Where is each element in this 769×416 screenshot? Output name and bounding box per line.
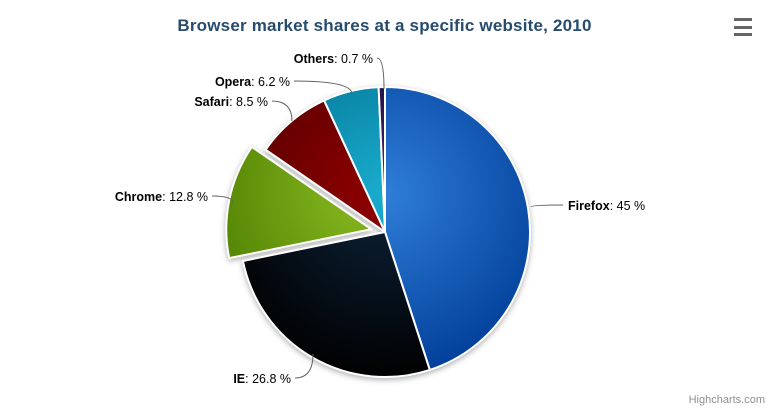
label-connector-ie <box>294 353 314 379</box>
label-connector-opera <box>293 80 353 95</box>
slice-label-firefox: Firefox: 45 % <box>568 199 645 213</box>
label-connector-others <box>376 57 385 90</box>
hamburger-icon <box>734 33 752 36</box>
slice-label-others: Others: 0.7 % <box>294 52 373 66</box>
label-connector-chrome <box>211 195 234 204</box>
label-connector-firefox <box>530 204 564 208</box>
hamburger-icon <box>734 25 752 29</box>
pie-labels-group: Firefox: 45 % IE: 26.8 % Chrome: 12.8 % Saf… <box>115 52 645 386</box>
label-connector-safari <box>271 100 293 122</box>
credits-link[interactable]: Highcharts.com <box>688 394 765 406</box>
export-menu-button[interactable] <box>732 18 754 36</box>
slice-label-safari: Safari: 8.5 % <box>194 95 268 109</box>
pie-slice-others[interactable] <box>377 85 386 233</box>
pie-slices-group <box>225 85 531 378</box>
slice-label-opera: Opera: 6.2 % <box>215 75 290 89</box>
slice-label-ie: IE: 26.8 % <box>233 372 291 386</box>
slice-label-chrome: Chrome: 12.8 % <box>115 190 208 204</box>
chart-title: Browser market shares at a specific webs… <box>177 16 592 35</box>
pie-slice-firefox[interactable] <box>384 86 531 371</box>
pie-slice-ie[interactable] <box>241 231 431 378</box>
hamburger-icon <box>734 18 752 21</box>
pie-slice-chrome[interactable] <box>225 145 373 260</box>
